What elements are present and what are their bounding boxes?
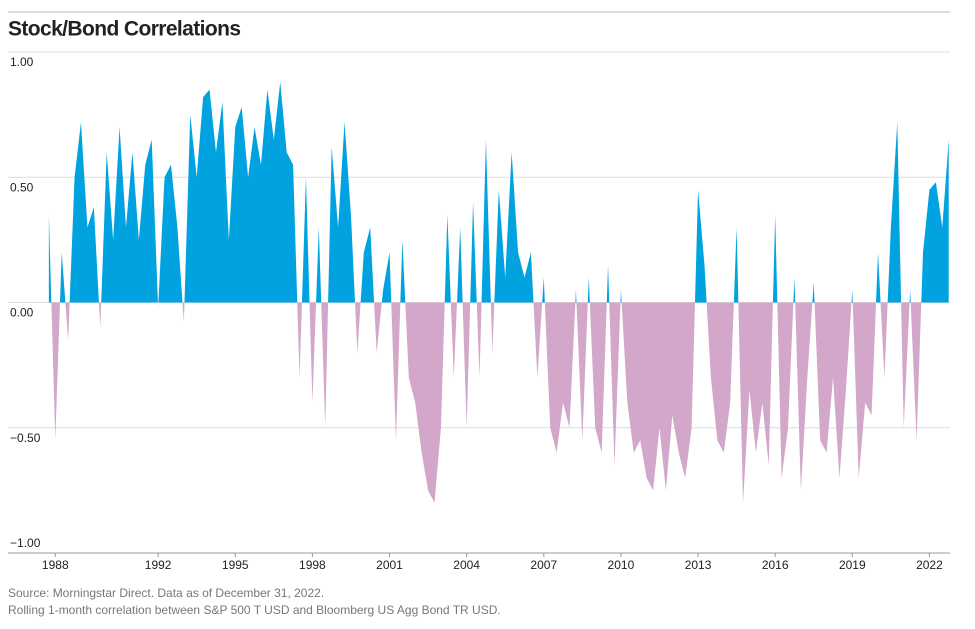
y-tick-label: 0.50: [10, 180, 34, 194]
x-tick-label: 2010: [608, 558, 635, 572]
x-tick-label: 1992: [145, 558, 172, 572]
y-tick-label: 0.00: [10, 306, 34, 320]
area-negative: [48, 302, 949, 503]
y-tick-label: −0.50: [10, 431, 41, 445]
chart-title: Stock/Bond Correlations: [8, 18, 240, 41]
x-tick-label: 2001: [376, 558, 403, 572]
x-tick-label: 2004: [453, 558, 480, 572]
area-positive: [48, 82, 949, 303]
x-tick-label: 1998: [299, 558, 326, 572]
source-note: Source: Morningstar Direct. Data as of D…: [8, 586, 324, 600]
x-tick-label: 1995: [222, 558, 249, 572]
x-tick-label: 2022: [916, 558, 943, 572]
x-tick-label: 2019: [839, 558, 866, 572]
x-tick-label: 2013: [685, 558, 712, 572]
x-tick-label: 1988: [42, 558, 69, 572]
y-tick-label: −1.00: [10, 536, 41, 550]
x-tick-label: 2016: [762, 558, 789, 572]
footnote: Rolling 1-month correlation between S&P …: [8, 603, 501, 617]
y-tick-label: 1.00: [10, 55, 34, 69]
x-tick-label: 2007: [530, 558, 557, 572]
